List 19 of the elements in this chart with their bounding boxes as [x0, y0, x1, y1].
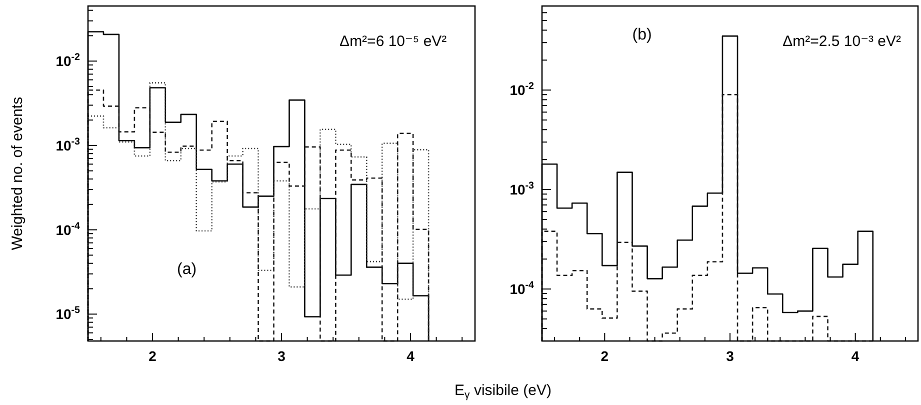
- y-tick-label: 10$^{-2}$: [56, 52, 81, 70]
- x-tick-label: 4: [851, 348, 860, 364]
- y-tick-label: 10$^{-2}$: [510, 81, 535, 98]
- x-tick-label: 2: [600, 348, 609, 364]
- x-tick-label: 4: [406, 348, 415, 364]
- x-tick-label: 2: [148, 348, 157, 364]
- x-tick-label: 3: [726, 348, 734, 364]
- x-tick-label: 3: [278, 348, 286, 364]
- y-tick-label: 10$^{-4}$: [56, 220, 81, 238]
- y-axis-title: Weighted no. of events: [9, 96, 26, 250]
- y-tick-label: 10$^{-5}$: [56, 305, 81, 322]
- annotation: Δm²=2.5 10⁻³ eV²: [782, 33, 902, 50]
- annotation: (a): [177, 261, 197, 278]
- annotation: Δm²=6 10⁻⁵ eV²: [340, 33, 447, 50]
- y-tick-label: 10$^{-3}$: [510, 180, 535, 198]
- y-tick-label: 10$^{-3}$: [56, 136, 81, 154]
- annotation: (b): [632, 26, 652, 44]
- x-axis-title: E$_{γ}$ visibile (eV): [454, 382, 552, 402]
- y-tick-label: 10$^{-4}$: [510, 280, 535, 297]
